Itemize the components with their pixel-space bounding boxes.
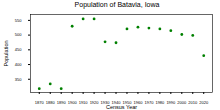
svg-text:450: 450: [15, 47, 22, 52]
svg-text:1980: 1980: [155, 100, 165, 105]
svg-text:1910: 1910: [79, 100, 89, 105]
svg-text:1880: 1880: [46, 100, 56, 105]
svg-text:500: 500: [15, 32, 22, 37]
svg-text:1920: 1920: [90, 100, 100, 105]
svg-text:1870: 1870: [35, 100, 45, 105]
svg-text:1890: 1890: [57, 100, 67, 105]
svg-text:400: 400: [15, 62, 22, 67]
svg-text:350: 350: [15, 77, 22, 82]
svg-text:2010: 2010: [188, 100, 198, 105]
svg-text:Population: Population: [3, 41, 9, 67]
svg-text:550: 550: [15, 18, 22, 23]
svg-text:Census Year: Census Year: [106, 104, 137, 110]
svg-text:1900: 1900: [68, 100, 78, 105]
svg-text:1990: 1990: [166, 100, 176, 105]
svg-text:2000: 2000: [177, 100, 187, 105]
svg-text:1970: 1970: [144, 100, 154, 105]
svg-text:2020: 2020: [199, 100, 209, 105]
